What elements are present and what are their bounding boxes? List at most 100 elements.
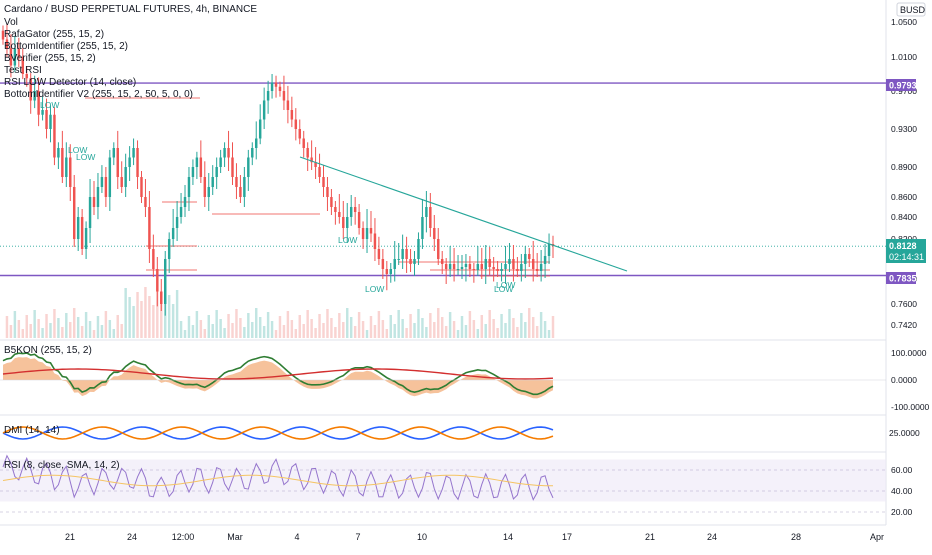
volume-bar [175,290,179,338]
candle-body [310,157,313,163]
candle-body [160,291,163,304]
volume-bar [417,309,420,338]
candle-body [247,157,250,177]
volume-bar [480,315,484,338]
volume-bar [25,315,28,338]
candle-body [365,228,369,239]
candle-body [239,187,242,197]
volume-bar [310,319,313,338]
volume-bar [444,326,448,338]
dmi-label[interactable]: DMI (14, 14) [4,425,60,436]
lower-level-tag-text: 0.7835 [889,274,917,284]
volume-bar [504,323,507,338]
candle-body [381,259,385,269]
volume-bar [262,326,266,338]
volume-bar [53,309,56,338]
volume-bar [243,327,246,338]
price-tick-label: 0.8600 [891,192,917,202]
volume-bar [452,321,456,338]
candle-body [342,217,345,228]
volume-bar [239,318,242,338]
rsi-tick-label: 20.00 [891,507,913,517]
candle-body [425,207,428,217]
candle-body [262,100,266,120]
volume-bar [88,321,92,338]
candle-body [306,148,309,158]
rsi-band [0,459,886,502]
volume-bar [124,288,127,338]
price-tick-label: 0.8400 [891,212,917,222]
volume-bar [551,316,555,338]
volume-bar [397,310,400,338]
candle-body [215,167,218,177]
time-tick-label: 28 [791,532,801,542]
indicator-legend[interactable]: Test RSI [4,65,42,76]
indicator-legend[interactable]: BVerifier (255, 15, 2) [4,53,96,64]
candle-body [136,148,139,177]
volume-bar [65,313,68,338]
volume-bar [421,318,424,338]
candle-body [547,244,551,256]
candle-body [191,167,195,177]
volume-bar [270,321,274,338]
candle-body [92,197,96,207]
volume-bar [17,320,21,338]
volume-bar [112,329,116,338]
current-price-tag: 0.8128 02:14:31 [886,239,926,263]
volume-bar [21,329,25,338]
currency-badge[interactable]: BUSD [896,2,926,17]
candle-body [520,264,523,271]
volume-bar [468,311,472,338]
volume-bar [247,313,250,338]
volume-bar [104,311,108,338]
candle-body [429,207,432,228]
time-tick-label: 7 [355,532,360,542]
candle-body [282,91,286,101]
volume-bar [484,324,487,338]
candle-body [104,177,108,197]
volume-bar [460,316,464,338]
volume-bar [92,330,96,338]
candle-body [500,269,503,271]
b5kon-label[interactable]: B5KON (255, 15, 2) [4,345,92,356]
indicator-legend[interactable]: RafaGator (255, 15, 2) [4,29,105,40]
candle-body [512,259,515,269]
volume-bar [33,310,36,338]
volume-bar [199,320,203,338]
candle-body [504,264,507,269]
b5kon-area [3,357,553,399]
volume-bar [179,321,183,338]
candle-body [290,110,294,120]
candle-body [322,177,325,187]
candle-body [17,48,21,57]
volume-bar [464,325,468,338]
candle-body [69,157,72,187]
low-label: LOW [494,284,513,294]
volume-bar [132,306,135,338]
volume-bar [187,316,191,338]
indicator-legend[interactable]: BottomIdentifier V2 (255, 15, 2, 50, 5, … [4,89,193,100]
indicator-legend[interactable]: BottomIdentifier (255, 15, 2) [4,41,128,52]
price-tick-label: 0.7600 [891,299,917,309]
volume-bar [342,322,345,338]
candle-body [21,57,25,74]
volume-bar [539,312,543,338]
candle-body [53,114,56,158]
candle-body [330,197,333,207]
candle-body [76,217,80,239]
indicator-legend[interactable]: Vol [4,17,18,28]
upper-level-tag-text: 0.9793 [889,81,917,91]
volume-bar [440,317,444,338]
candle-body [251,148,254,158]
volume-bar [393,324,396,338]
indicator-legend[interactable]: RSI LOW Detector (14, close) [4,77,137,88]
volume-bar [156,291,159,338]
candle-body [132,148,135,158]
volume-bar [120,324,123,338]
volume-bar [69,322,72,338]
low-label: LOW [40,100,59,110]
rsi-label[interactable]: RSI (8, close, SMA, 14, 2) [4,460,120,471]
candle-body [528,254,531,259]
